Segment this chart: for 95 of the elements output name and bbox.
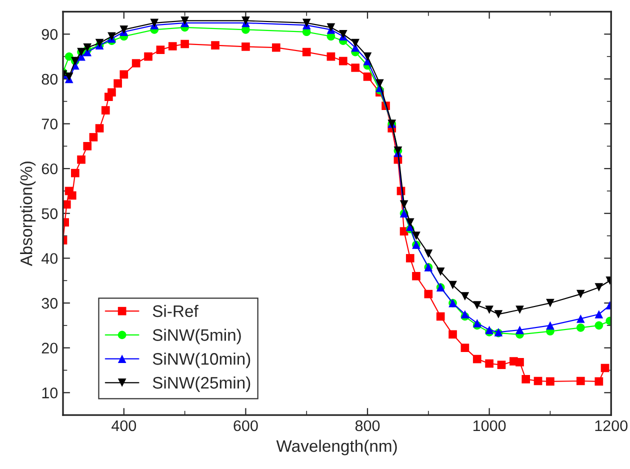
point	[95, 38, 104, 48]
point	[68, 191, 76, 200]
point	[460, 292, 470, 300]
y-tick-label: 50	[42, 208, 58, 220]
point	[71, 168, 80, 178]
point	[497, 360, 506, 370]
point	[406, 218, 414, 227]
y-axis-title: Absorption(%)	[20, 162, 36, 266]
y-tick-label: 90	[42, 29, 58, 40]
point	[594, 377, 604, 386]
point	[120, 70, 128, 79]
legend-label: SiNW(5min)	[152, 328, 241, 344]
point	[594, 283, 604, 292]
point	[448, 280, 457, 290]
point	[83, 142, 92, 150]
y-tick-label: 70	[42, 118, 58, 130]
y-tick-label: 20	[42, 342, 58, 354]
legend-label: SiNW(25min)	[152, 376, 250, 392]
point	[338, 56, 348, 66]
point	[594, 321, 604, 330]
point	[64, 52, 74, 61]
point	[376, 79, 384, 88]
point	[363, 52, 372, 61]
legend-label: Si-Ref	[152, 304, 198, 318]
point	[522, 375, 530, 384]
point	[242, 42, 250, 51]
point	[156, 46, 165, 54]
point	[485, 359, 494, 368]
point	[546, 321, 554, 330]
point	[400, 200, 408, 209]
point	[485, 326, 494, 334]
point	[338, 30, 348, 38]
point	[594, 310, 604, 318]
point	[120, 25, 128, 34]
point	[77, 155, 86, 164]
point	[211, 41, 220, 50]
point	[95, 124, 104, 132]
point	[101, 106, 110, 114]
point	[108, 88, 116, 97]
point	[576, 376, 585, 386]
x-axis-title: Wavelength(nm)	[276, 440, 397, 456]
point	[150, 18, 159, 28]
point	[242, 16, 250, 25]
point	[576, 314, 585, 323]
point	[460, 310, 470, 318]
point	[600, 364, 610, 372]
point	[412, 232, 420, 240]
y-tick-label: 60	[42, 163, 58, 174]
x-tick-label: 1200	[595, 420, 628, 432]
x-tick-label: 800	[355, 420, 380, 432]
point	[302, 18, 311, 28]
point	[168, 42, 177, 50]
point	[363, 72, 372, 81]
point	[132, 59, 140, 68]
point	[494, 310, 503, 318]
point	[114, 79, 122, 88]
x-tick-label: 1000	[473, 420, 506, 432]
point	[534, 376, 542, 386]
y-tick-label: 30	[42, 298, 58, 309]
point	[472, 319, 482, 328]
point	[424, 290, 433, 298]
point	[272, 43, 280, 52]
point	[576, 324, 585, 332]
point	[180, 16, 189, 25]
point	[472, 354, 482, 364]
legend-label: SiNW(10min)	[152, 352, 250, 368]
y-tick-label: 80	[42, 74, 58, 85]
point	[576, 290, 585, 298]
point	[546, 298, 554, 308]
point	[89, 133, 98, 142]
point	[436, 312, 445, 321]
point	[351, 38, 360, 48]
point	[516, 326, 524, 334]
point	[180, 40, 189, 48]
point	[326, 52, 336, 61]
point	[448, 330, 457, 339]
point	[516, 358, 524, 366]
point	[485, 306, 494, 314]
point	[460, 344, 470, 352]
y-tick-label: 10	[42, 388, 58, 398]
point	[546, 377, 554, 386]
point	[436, 267, 445, 276]
y-tick-label: 40	[42, 253, 58, 264]
point	[83, 43, 92, 52]
x-tick-label: 400	[112, 420, 136, 432]
point	[516, 306, 524, 314]
point	[64, 72, 74, 81]
point	[302, 48, 311, 56]
point	[472, 301, 482, 310]
x-tick-label: 600	[234, 420, 258, 432]
point	[412, 272, 420, 280]
point	[424, 250, 433, 258]
point	[351, 64, 360, 72]
point	[144, 52, 152, 61]
point	[406, 254, 414, 262]
